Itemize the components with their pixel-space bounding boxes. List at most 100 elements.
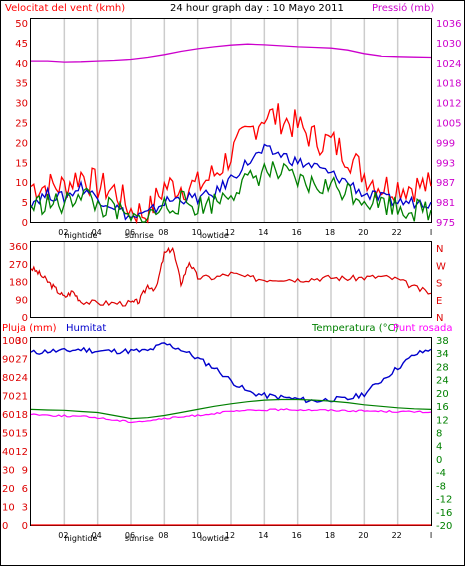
wind-y-tick: 0 <box>22 218 28 229</box>
wind-y-tick: 25 <box>15 119 28 130</box>
x-tick-top: 18 <box>325 228 335 237</box>
temp-y-tick: -12 <box>436 495 452 506</box>
rain-y-tick: 80 <box>2 373 15 384</box>
humidity-y-tick: 3 <box>22 503 28 514</box>
temp-y-tick: 38 <box>436 336 449 347</box>
humidity-axis-title: Humitat <box>66 323 106 334</box>
compass-tick: N <box>436 313 443 324</box>
pressure-y-tick: 981 <box>436 198 455 209</box>
wind-series-pressure <box>31 43 432 63</box>
rain-y-tick: 90 <box>2 355 15 366</box>
humidity-y-tick: 9 <box>22 466 28 477</box>
temp-series-dew <box>30 408 432 424</box>
temp-y-tick: 16 <box>436 402 449 413</box>
axis-ticks: 02 04 06 08 10 12 14 16 18 20 22 I02 04 06 08 10 12 14 16 1… <box>2 19 461 543</box>
x-tick-top: 12 <box>225 228 235 237</box>
rain-y-tick: 0 <box>2 521 8 532</box>
temp-y-tick: 0 <box>436 455 442 466</box>
graph-title: 24 hour graph day : 10 Mayo 2011 <box>170 3 344 14</box>
rain-y-tick: 20 <box>2 484 15 495</box>
humidity-y-tick: 21 <box>15 392 28 403</box>
wind-y-tick: 15 <box>15 158 28 169</box>
direction-y-tick: 360 <box>9 242 28 253</box>
wind-y-tick: 30 <box>15 99 28 110</box>
x-tick-bottom: 14 <box>258 531 268 540</box>
temp-y-tick: -8 <box>436 481 446 492</box>
x-tick-top: 08 <box>158 228 168 237</box>
temp-y-tick: 20 <box>436 389 449 400</box>
pressure-axis-title: Pressió (mb) <box>372 2 434 14</box>
temp-y-tick: 24 <box>436 376 449 387</box>
humidity-y-tick: 27 <box>15 355 28 366</box>
temp-y-tick: 12 <box>436 415 449 426</box>
wind-series-avg <box>30 143 432 221</box>
x-tick-top: 10 <box>192 228 202 237</box>
direction-y-tick: 0 <box>22 313 28 324</box>
rain-axis-title: Pluja (mm) <box>2 323 57 334</box>
wind-series-speed <box>30 161 432 223</box>
x-tick-bottom: 10 <box>192 531 202 540</box>
wind-y-tick: 45 <box>15 39 28 50</box>
temp-y-tick: -16 <box>436 508 452 519</box>
temp-y-tick: -20 <box>436 521 452 532</box>
tide-label-top: sunrise <box>125 231 154 240</box>
x-tick-bottom: 06 <box>125 531 135 540</box>
wind-axis-title: Velocitat del vent (kmh) <box>5 3 125 14</box>
direction-y-tick: 180 <box>9 278 28 289</box>
x-tick-bottom: 12 <box>225 531 235 540</box>
rain-y-tick: 50 <box>2 429 15 440</box>
x-tick-bottom: 02 <box>58 531 68 540</box>
compass-tick: N <box>436 244 443 255</box>
x-tick-top: 20 <box>358 228 368 237</box>
pressure-y-tick: 975 <box>436 218 455 229</box>
temp-axis-title: Temperatura (°C) <box>311 323 399 334</box>
rain-y-tick: 40 <box>2 447 15 458</box>
tide-label-bottom: hightide <box>65 534 98 543</box>
humidity-y-tick: 15 <box>15 429 28 440</box>
tide-label-bottom: sunrise <box>125 534 154 543</box>
rain-y-tick: 100 <box>2 336 21 347</box>
rain-y-tick: 10 <box>2 503 15 514</box>
compass-tick: W <box>436 261 446 272</box>
direction-y-tick: 90 <box>15 295 28 306</box>
humidity-y-tick: 24 <box>15 373 28 384</box>
tide-label-top: lowtide <box>200 231 229 240</box>
pressure-y-tick: 999 <box>436 138 455 149</box>
temp-y-tick: -4 <box>436 468 446 479</box>
compass-tick: E <box>436 296 442 307</box>
x-tick-bottom: 18 <box>325 531 335 540</box>
x-tick-bottom: I <box>430 531 432 540</box>
pressure-y-tick: 1024 <box>436 59 461 70</box>
x-tick-bottom: 04 <box>92 531 102 540</box>
temp-y-tick: 4 <box>436 442 442 453</box>
direction-y-tick: 270 <box>9 260 28 271</box>
temp-y-tick: 28 <box>436 362 449 373</box>
x-tick-bottom: 22 <box>392 531 402 540</box>
rain-y-tick: 60 <box>2 410 15 421</box>
wind-y-tick: 20 <box>15 138 28 149</box>
temp-y-tick: 34 <box>436 349 449 360</box>
humidity-y-tick: 12 <box>15 447 28 458</box>
data-series <box>30 43 432 526</box>
pressure-y-tick: 993 <box>436 158 455 169</box>
wind-y-tick: 50 <box>15 19 28 30</box>
pressure-y-tick: 1012 <box>436 99 461 110</box>
x-tick-bottom: 20 <box>358 531 368 540</box>
x-tick-top: 04 <box>92 228 102 237</box>
direction-series <box>30 246 432 307</box>
x-tick-bottom: 08 <box>158 531 168 540</box>
x-tick-top: I <box>430 228 432 237</box>
compass-tick: S <box>436 279 442 290</box>
x-tick-top: 16 <box>292 228 302 237</box>
x-tick-top: 14 <box>258 228 268 237</box>
wind-y-tick: 10 <box>15 178 28 189</box>
wind-y-tick: 5 <box>22 198 28 209</box>
temp-y-tick: 8 <box>436 429 442 440</box>
tide-label-top: hightide <box>65 231 98 240</box>
humidity-y-tick: 6 <box>22 484 28 495</box>
wind-y-tick: 40 <box>15 59 28 70</box>
pressure-y-tick: 1005 <box>436 119 461 130</box>
temp-series-humidity <box>30 342 432 404</box>
